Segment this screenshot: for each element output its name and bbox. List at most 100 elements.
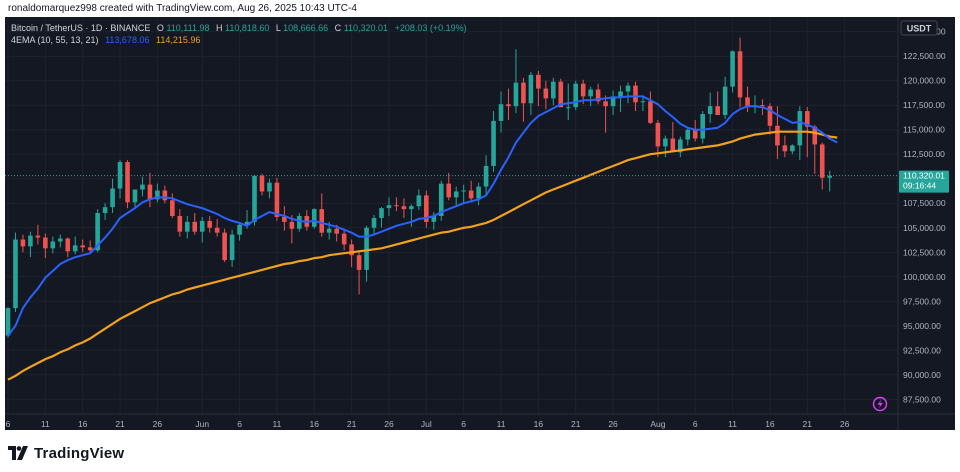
- candle-body: [140, 184, 145, 190]
- candle-body: [311, 209, 317, 227]
- candle-body: [521, 82, 526, 104]
- candle: [618, 85, 623, 113]
- candle: [595, 83, 601, 105]
- last-price-badge-box: [899, 170, 949, 193]
- legend-line-2: 4EMA (10, 55, 13, 21) 113,678.06 114,215…: [11, 35, 200, 45]
- candle-body: [431, 215, 437, 222]
- candle-body: [394, 205, 399, 207]
- candle: [13, 232, 18, 313]
- legend-open: 110,111.98: [166, 23, 209, 33]
- candle-body: [326, 228, 332, 233]
- candle: [678, 136, 683, 158]
- candle: [297, 213, 302, 232]
- candle: [140, 176, 145, 197]
- candle: [625, 82, 631, 104]
- candle-body: [670, 138, 676, 153]
- candle: [5, 307, 11, 338]
- time-axis[interactable]: 6 11 16 21 26 Jun 6 11 16 21 26 Jul 6 11 16 21 26 Aug 6 11 1…: [6, 419, 850, 429]
- candle-body: [633, 85, 638, 103]
- candle-body: [13, 239, 18, 309]
- candle-body: [506, 104, 511, 107]
- footer: TradingView: [8, 440, 124, 466]
- time-tick-label: 6: [461, 419, 466, 429]
- candle-body: [5, 308, 11, 336]
- candle: [80, 239, 85, 253]
- candle: [468, 180, 474, 203]
- candle-body: [715, 106, 720, 116]
- candle-body: [730, 51, 735, 87]
- candle-body: [573, 83, 579, 108]
- legend-h-label: H: [216, 23, 223, 33]
- symbol-legend[interactable]: Bitcoin / TetherUS · 1D · BINANCE O 110,…: [11, 23, 467, 45]
- candle-body: [289, 221, 295, 229]
- candle: [663, 135, 668, 158]
- candle-body: [760, 105, 765, 107]
- candles: [5, 37, 832, 338]
- price-tick-label: 92,500.00: [903, 345, 941, 355]
- candle: [125, 160, 130, 209]
- candle-body: [319, 209, 325, 233]
- candle: [379, 207, 384, 228]
- lightning-icon[interactable]: [872, 396, 888, 412]
- candle: [827, 170, 832, 192]
- candle-body: [274, 182, 280, 217]
- candle: [640, 96, 646, 112]
- currency-badge[interactable]: USDT: [900, 20, 938, 36]
- chart-panel[interactable]: 87,500.00 90,000.00 92,500.00 95,000.00 97,5…: [5, 17, 955, 430]
- time-tick-label: 16: [765, 419, 775, 429]
- candle-body: [401, 206, 407, 210]
- candle: [386, 197, 392, 216]
- candle-body: [170, 200, 175, 216]
- candle-body: [184, 221, 190, 232]
- candle: [259, 173, 265, 196]
- candle-body: [536, 74, 541, 89]
- candle-body: [543, 88, 549, 99]
- candle: [685, 128, 691, 146]
- candle: [565, 83, 571, 120]
- candle: [184, 215, 190, 239]
- candle-body: [282, 216, 287, 222]
- time-tick-label: 26: [384, 419, 394, 429]
- time-tick-label: 11: [41, 419, 50, 429]
- price-axis[interactable]: 87,500.00 90,000.00 92,500.00 95,000.00 97,5…: [903, 27, 946, 405]
- candle: [536, 70, 541, 107]
- last-price-badge: 110,320.01 09:16:44: [899, 170, 949, 193]
- legend-line-1: Bitcoin / TetherUS · 1D · BINANCE O 110,…: [11, 23, 467, 33]
- price-chart[interactable]: 87,500.00 90,000.00 92,500.00 95,000.00 97,5…: [5, 17, 955, 430]
- candle: [147, 172, 153, 208]
- candle-body: [498, 104, 504, 121]
- candle-body: [438, 183, 444, 216]
- time-tick-label: 11: [497, 419, 506, 429]
- candle: [341, 228, 347, 251]
- candle: [356, 251, 362, 295]
- candle-body: [625, 85, 631, 92]
- ema-fast-value: 113,678.06: [105, 35, 149, 45]
- candle: [311, 208, 317, 229]
- time-tick-label: 21: [571, 419, 581, 429]
- candle-body: [790, 145, 795, 152]
- candle-body: [812, 126, 818, 145]
- candle-body: [513, 82, 519, 107]
- price-tick-label: 112,500.00: [903, 149, 945, 159]
- candle: [282, 206, 287, 231]
- candle-body: [80, 245, 85, 248]
- candle: [491, 111, 496, 172]
- price-tick-label: 90,000.00: [903, 370, 941, 380]
- candle-body: [222, 232, 227, 261]
- candle-body: [125, 162, 130, 203]
- candle: [790, 144, 795, 155]
- tradingview-brand: TradingView: [34, 444, 125, 462]
- time-tick-label: Jun: [195, 419, 209, 429]
- last-price-value: 110,320.01: [903, 171, 945, 181]
- candle-body: [655, 122, 661, 147]
- candle: [603, 95, 608, 133]
- candle-body: [558, 81, 564, 108]
- price-tick-label: 102,500.00: [903, 247, 946, 257]
- price-tick-label: 95,000.00: [903, 321, 941, 331]
- candle-body: [640, 101, 646, 103]
- candle-body: [588, 89, 593, 97]
- candle-body: [341, 233, 347, 245]
- candle-body: [648, 101, 653, 123]
- legend-change: +208.03 (+0.19%): [395, 23, 467, 33]
- candle: [102, 203, 108, 220]
